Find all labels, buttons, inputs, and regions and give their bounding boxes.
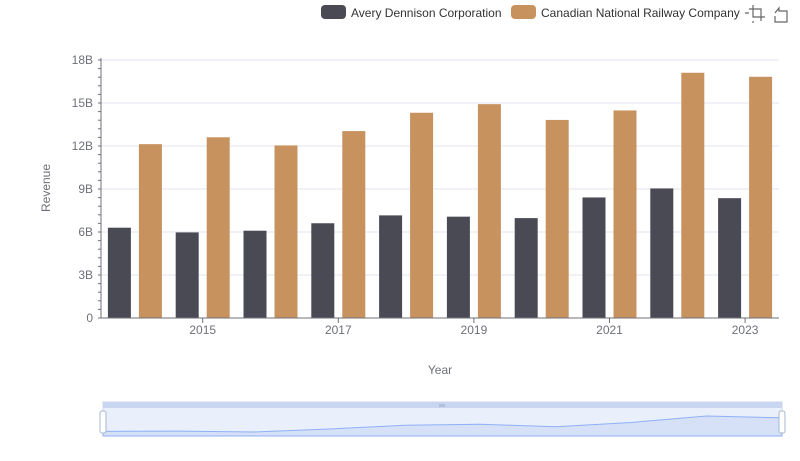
legend-label-avery: Avery Dennison Corporation <box>351 6 502 20</box>
zoom-restore-icon[interactable] <box>774 6 788 23</box>
bar-cn-railway-2019[interactable] <box>477 104 501 318</box>
bar-cn-railway-2017[interactable] <box>342 131 366 318</box>
datazoom-handle-right[interactable] <box>778 410 786 434</box>
bar-avery-2019[interactable] <box>446 216 470 318</box>
x-tick-label: 2023 <box>732 323 759 337</box>
bar-avery-2020[interactable] <box>514 218 538 318</box>
bar-avery-2018[interactable] <box>379 215 403 318</box>
bar-avery-2016[interactable] <box>243 230 267 318</box>
bar-cn-railway-2022[interactable] <box>681 72 705 318</box>
y-tick-label: 6B <box>78 225 93 239</box>
y-tick-label: 18B <box>72 53 93 67</box>
y-tick-label: 0 <box>86 311 93 325</box>
x-axis-tick-labels: 2015 2017 2019 2021 2023 <box>189 323 758 337</box>
legend-swatch-cn-railway <box>511 5 536 19</box>
bar-cn-railway-2018[interactable] <box>410 112 434 318</box>
x-tick-label: 2015 <box>189 323 216 337</box>
y-axis-title: Revenue <box>39 164 53 212</box>
bar-avery-2023[interactable] <box>718 198 742 318</box>
y-axis-tick-labels: 0 3B 6B 9B 12B 15B 18B <box>72 53 94 325</box>
drag-handle-icon[interactable] <box>439 404 445 407</box>
bar-cn-railway-2016[interactable] <box>274 145 298 318</box>
y-tick-label: 3B <box>78 268 93 282</box>
datazoom-handle-left[interactable] <box>99 410 107 434</box>
legend-item-avery[interactable]: Avery Dennison Corporation <box>321 5 502 20</box>
y-tick-label: 9B <box>78 182 93 196</box>
x-tick-label: 2017 <box>325 323 352 337</box>
x-tick-label: 2021 <box>596 323 623 337</box>
bar-cn-railway-2023[interactable] <box>749 76 773 319</box>
y-tick-label: 12B <box>72 139 93 153</box>
x-axis-title: Year <box>428 363 452 377</box>
datazoom-slider[interactable] <box>99 401 786 437</box>
legend-item-cn-railway[interactable]: Canadian National Railway Company <box>511 5 740 20</box>
bar-cn-railway-2021[interactable] <box>613 110 637 318</box>
bars <box>107 72 773 319</box>
axes <box>100 58 779 323</box>
legend-label-cn-railway: Canadian National Railway Company <box>541 6 740 20</box>
bar-avery-2017[interactable] <box>311 223 335 318</box>
bar-avery-2021[interactable] <box>582 197 606 318</box>
bar-cn-railway-2020[interactable] <box>545 119 569 318</box>
legend-swatch-avery <box>321 5 346 19</box>
zoom-area-icon[interactable] <box>745 5 765 23</box>
bar-avery-2015[interactable] <box>175 232 199 318</box>
bar-avery-2022[interactable] <box>650 188 674 318</box>
x-tick-label: 2019 <box>461 323 488 337</box>
bar-cn-railway-2015[interactable] <box>206 137 230 318</box>
bar-cn-railway-2014[interactable] <box>138 144 162 318</box>
y-tick-label: 15B <box>72 96 93 110</box>
legend: Avery Dennison Corporation Canadian Nati… <box>321 5 740 20</box>
grid-lines <box>101 59 779 276</box>
bar-avery-2014[interactable] <box>107 227 131 318</box>
